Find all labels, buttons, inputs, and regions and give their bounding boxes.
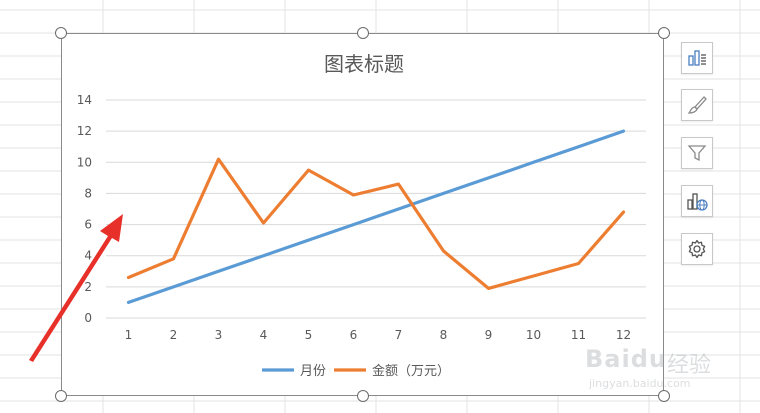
resize-handle-bottom-center[interactable] xyxy=(357,390,369,402)
chart-map-button[interactable] xyxy=(681,185,713,217)
chart-map-icon xyxy=(687,193,708,211)
y-tick-label: 0 xyxy=(84,311,92,325)
legend-item-2[interactable]: 金额（万元） xyxy=(334,363,450,379)
x-tick-label: 2 xyxy=(170,328,178,342)
chart-styles-button[interactable] xyxy=(681,89,713,121)
resize-handle-top-right[interactable] xyxy=(658,27,670,39)
resize-handle-top-left[interactable] xyxy=(55,27,67,39)
y-axis-ticks: 0 2 4 6 8 10 12 14 xyxy=(77,93,92,325)
resize-handle-top-center[interactable] xyxy=(357,27,369,39)
chart-elements-button[interactable] xyxy=(681,42,713,74)
x-tick-label: 7 xyxy=(395,328,403,342)
x-axis-ticks: 1 2 3 4 5 6 7 8 9 10 11 12 xyxy=(125,328,631,342)
series-lines[interactable] xyxy=(126,129,626,304)
y-tick-label: 12 xyxy=(77,124,92,138)
chart-frame[interactable]: 图表标题 0 2 4 6 8 10 12 14 1 2 3 4 5 6 7 8 9 10 11 12 月份 金额（万元… xyxy=(61,33,664,396)
x-tick-label: 12 xyxy=(616,328,631,342)
x-tick-label: 8 xyxy=(440,328,448,342)
series-line-1[interactable] xyxy=(126,129,626,304)
x-tick-label: 4 xyxy=(260,328,268,342)
y-tick-label: 10 xyxy=(77,155,92,169)
legend-label: 月份 xyxy=(300,364,326,379)
legend[interactable]: 月份 金额（万元） xyxy=(262,363,450,379)
resize-handle-bottom-right[interactable] xyxy=(658,390,670,402)
x-tick-label: 11 xyxy=(571,328,586,342)
y-tick-label: 14 xyxy=(77,93,92,107)
x-tick-label: 3 xyxy=(215,328,223,342)
y-tick-label: 4 xyxy=(84,249,92,263)
y-tick-label: 8 xyxy=(84,186,92,200)
x-tick-label: 5 xyxy=(305,328,313,342)
chart-filters-button[interactable] xyxy=(681,137,713,169)
x-tick-label: 9 xyxy=(485,328,493,342)
y-tick-label: 6 xyxy=(84,218,92,232)
chart-elements-icon xyxy=(688,50,706,66)
legend-label: 金额（万元） xyxy=(372,363,450,379)
gear-icon xyxy=(688,239,706,259)
x-tick-label: 10 xyxy=(526,328,541,342)
chart-settings-button[interactable] xyxy=(681,233,713,265)
y-tick-label: 2 xyxy=(84,280,92,294)
series-line-2[interactable] xyxy=(126,157,626,290)
chart-title[interactable]: 图表标题 xyxy=(324,52,404,76)
filter-icon xyxy=(687,145,707,162)
gridlines xyxy=(106,99,646,319)
legend-item-1[interactable]: 月份 xyxy=(262,364,326,379)
resize-handle-bottom-left[interactable] xyxy=(55,390,67,402)
x-tick-label: 1 xyxy=(125,328,133,342)
brush-icon xyxy=(687,96,707,114)
x-tick-label: 6 xyxy=(350,328,358,342)
